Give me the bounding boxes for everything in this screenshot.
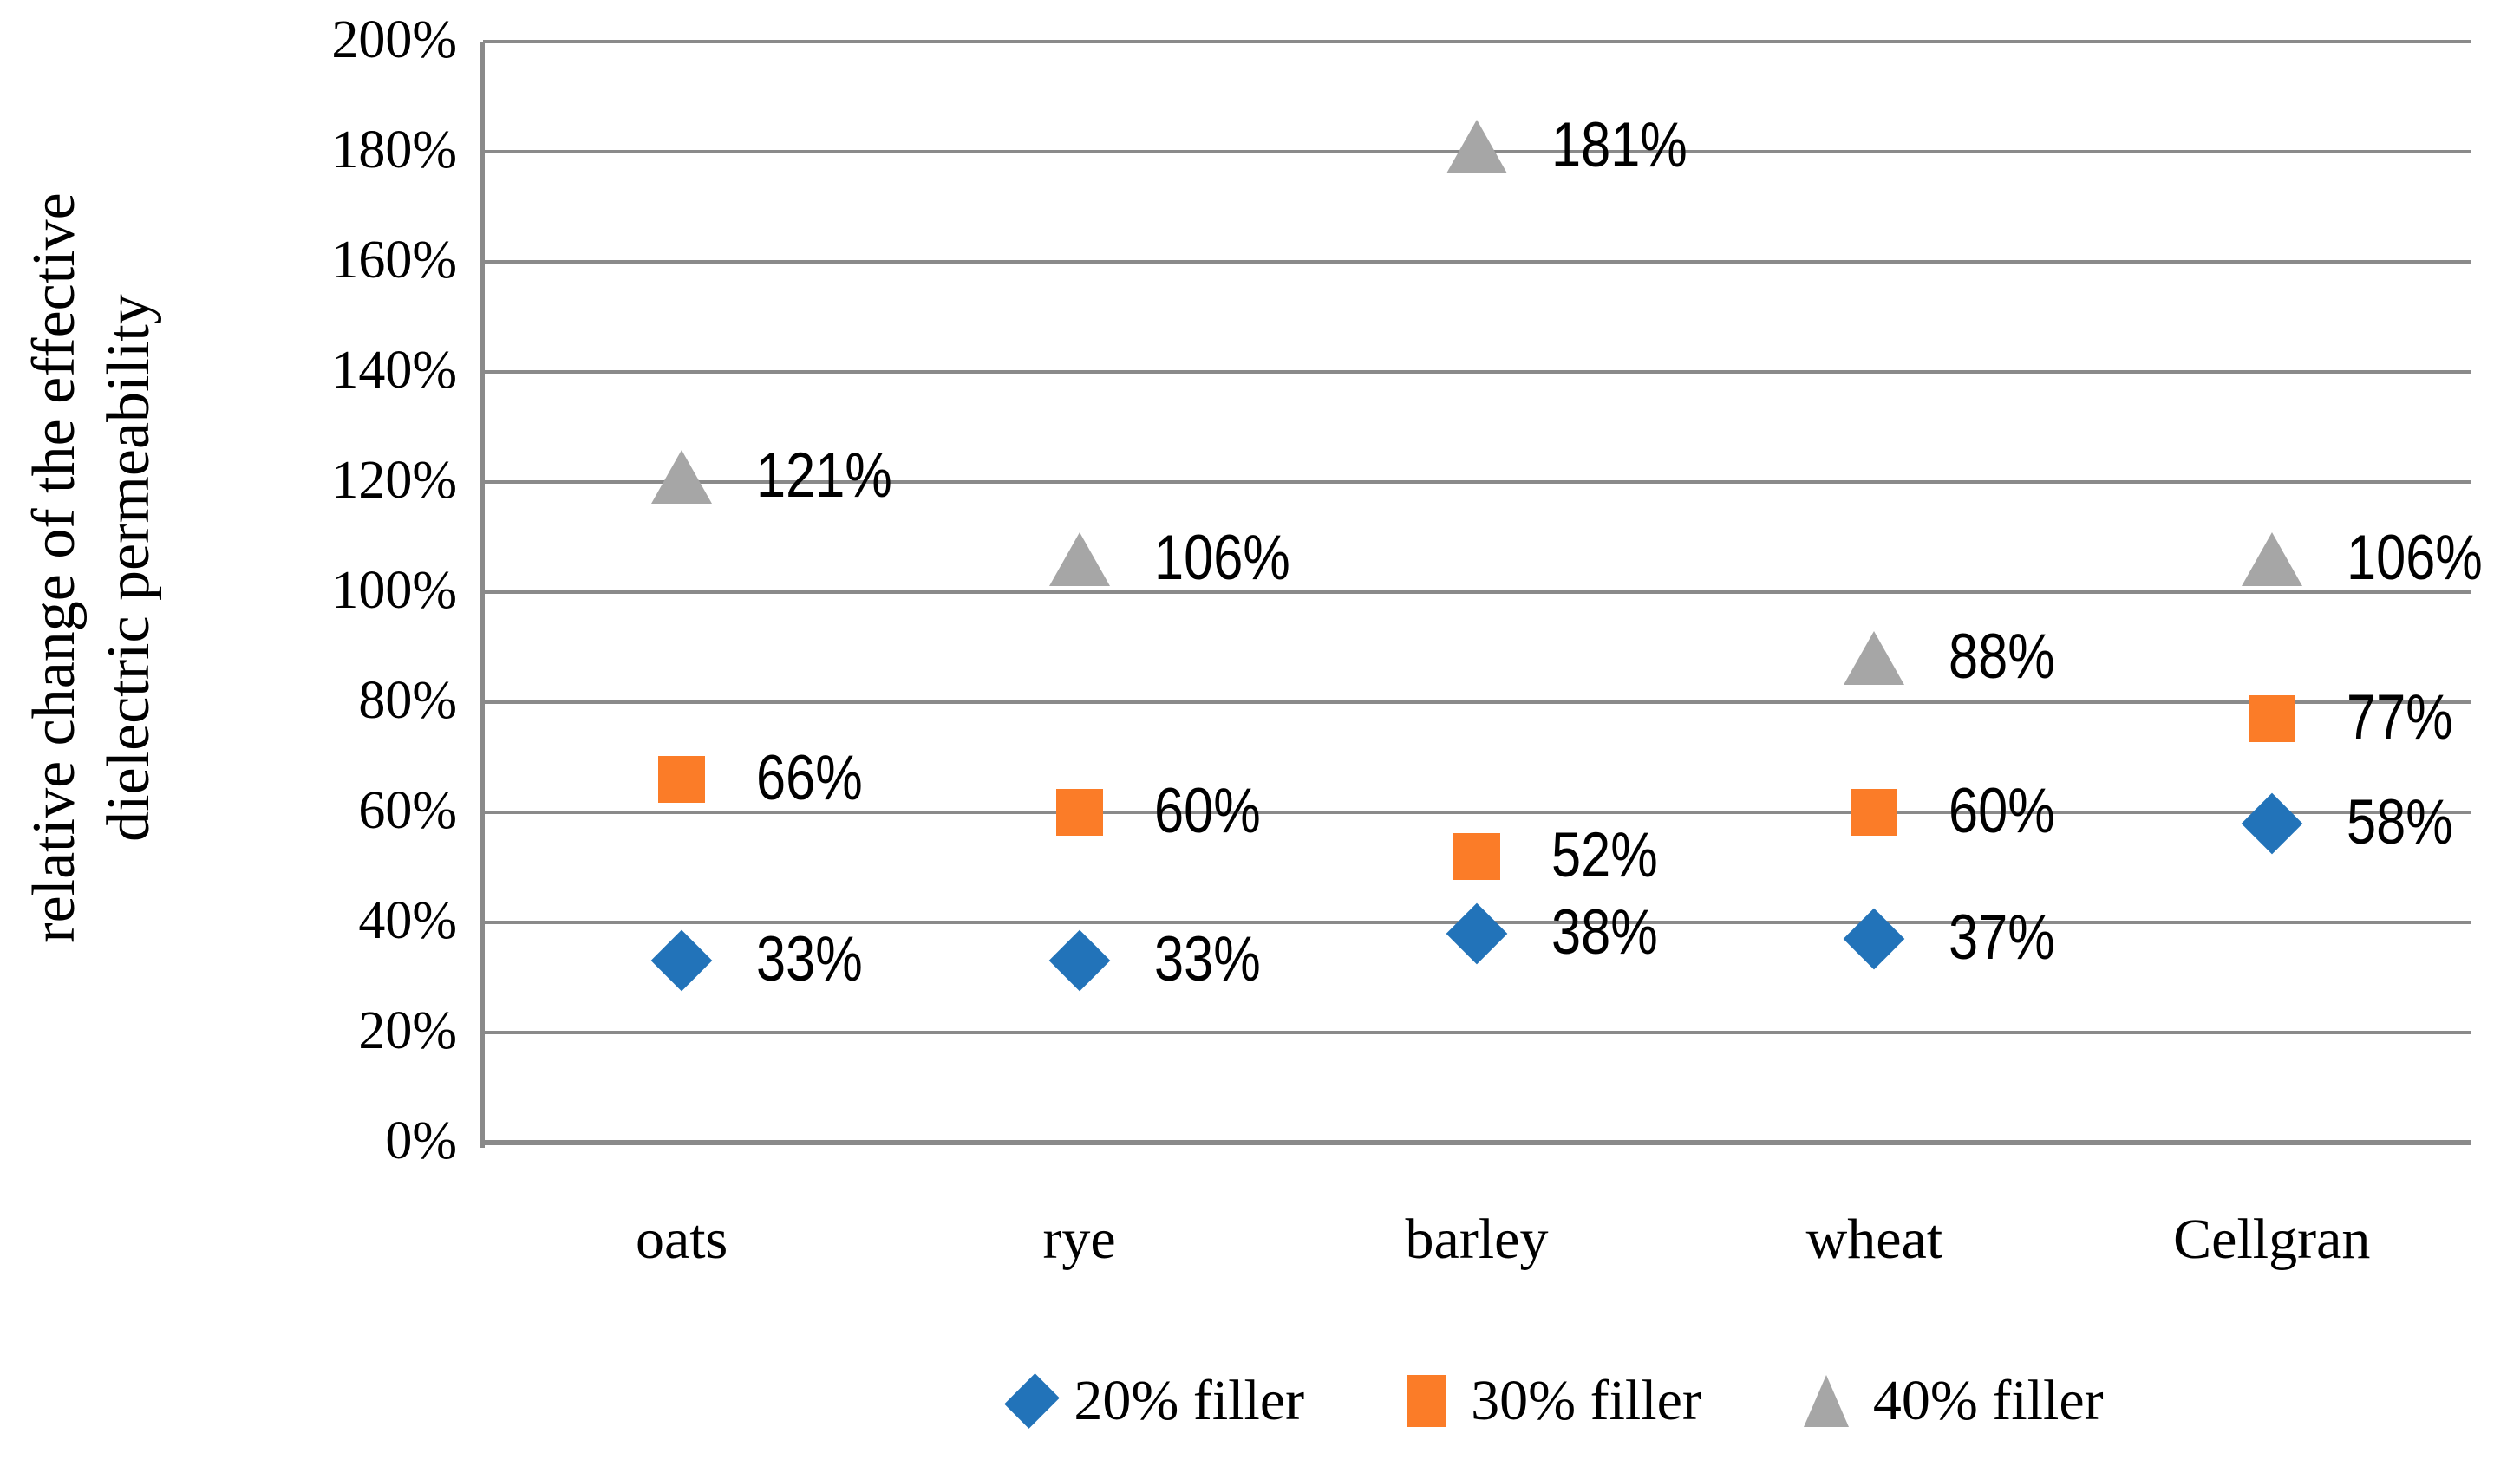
marker-30-filler-cellgran (2248, 695, 2295, 743)
marker-20-filler-oats (650, 930, 713, 992)
data-label-30-filler-oats: 66% (756, 742, 863, 813)
data-label-20-filler-rye: 33% (1153, 924, 1261, 995)
marker-20-filler-cellgran (2241, 792, 2303, 855)
marker-20-filler-wheat (1844, 908, 1905, 970)
y-tick-label: 40% (358, 891, 457, 951)
data-label-40-filler-rye: 106% (1153, 522, 1290, 593)
y-tick-label: 20% (358, 1001, 457, 1061)
gridline (483, 590, 2471, 594)
marker-40-filler-wheat (1844, 631, 1905, 686)
y-tick-label: 80% (358, 671, 457, 731)
x-category-label-wheat: wheat (1805, 1208, 1943, 1271)
legend-item-40-filler: 40% filler (1803, 1368, 2104, 1434)
legend-label-30-filler: 30% filler (1471, 1368, 1701, 1432)
gridline (483, 700, 2471, 704)
x-category-label-cellgran: Cellgran (2173, 1208, 2371, 1271)
marker-40-filler-rye (1048, 531, 1110, 586)
marker-40-filler-cellgran (2241, 531, 2302, 586)
gridline (483, 260, 2471, 264)
gridline (483, 811, 2471, 814)
data-label-20-filler-oats: 33% (756, 924, 863, 995)
marker-40-filler-barley (1446, 119, 1507, 173)
legend-triangle-icon (1803, 1374, 1849, 1427)
legend-label-20-filler: 20% filler (1074, 1368, 1305, 1432)
gridline (483, 40, 2471, 43)
marker-30-filler-barley (1453, 832, 1500, 880)
legend-square-icon (1407, 1374, 1447, 1427)
data-label-20-filler-wheat: 37% (1949, 902, 2056, 973)
legend: 20% filler 30% filler 40% filler (0, 1342, 2520, 1459)
data-label-40-filler-oats: 121% (756, 440, 893, 511)
gridline (483, 370, 2471, 374)
gridline (483, 480, 2471, 484)
marker-20-filler-rye (1048, 930, 1110, 992)
x-category-label-barley: barley (1405, 1208, 1549, 1271)
y-tick-label: 0% (385, 1111, 457, 1171)
y-tick-label: 180% (331, 121, 457, 180)
y-tick-label: 120% (331, 451, 457, 511)
y-axis-line (480, 42, 485, 1148)
legend-label-40-filler: 40% filler (1872, 1368, 2104, 1432)
x-category-label-oats: oats (636, 1208, 728, 1271)
y-tick-label: 100% (331, 561, 457, 621)
data-label-30-filler-barley: 52% (1551, 819, 1658, 890)
marker-30-filler-oats (658, 755, 706, 803)
y-tick-label: 140% (331, 341, 457, 401)
data-label-30-filler-wheat: 60% (1949, 775, 2056, 846)
legend-item-30-filler: 30% filler (1407, 1368, 1701, 1434)
gridline (483, 1031, 2471, 1034)
data-label-40-filler-barley: 181% (1551, 109, 1688, 180)
y-tick-label: 60% (358, 781, 457, 841)
marker-30-filler-wheat (1851, 789, 1898, 836)
data-label-40-filler-wheat: 88% (1949, 622, 2056, 693)
y-tick-label: 160% (331, 231, 457, 290)
legend-item-20-filler: 20% filler (1004, 1368, 1305, 1434)
marker-20-filler-barley (1446, 902, 1508, 965)
data-label-40-filler-cellgran: 106% (2346, 522, 2483, 593)
data-label-30-filler-rye: 60% (1153, 775, 1261, 846)
legend-diamond-icon (1004, 1372, 1061, 1429)
data-label-30-filler-cellgran: 77% (2346, 681, 2453, 753)
marker-40-filler-oats (651, 449, 713, 504)
data-label-20-filler-barley: 38% (1551, 896, 1658, 968)
y-tick-label: 200% (331, 10, 457, 70)
x-axis-line (483, 1140, 2471, 1145)
x-category-label-rye: rye (1042, 1208, 1116, 1271)
marker-30-filler-rye (1055, 789, 1103, 836)
data-label-20-filler-cellgran: 58% (2346, 786, 2453, 857)
